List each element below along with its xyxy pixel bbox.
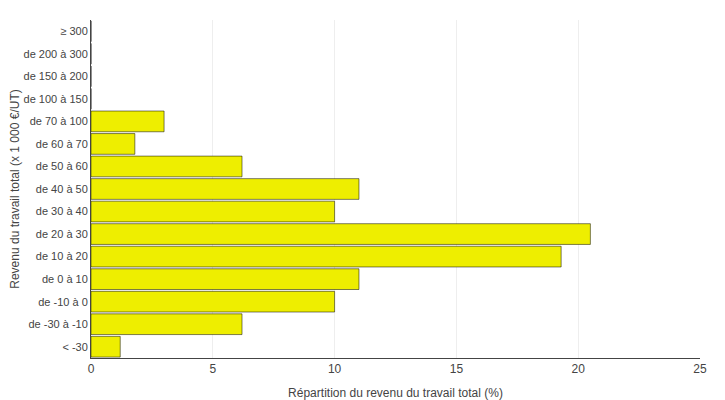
svg-text:de -30 à -10: de -30 à -10 <box>28 318 87 330</box>
svg-text:< -30: < -30 <box>62 341 87 353</box>
svg-text:de -10 à 0: de -10 à 0 <box>38 296 88 308</box>
svg-text:de 30 à 40: de 30 à 40 <box>36 205 88 217</box>
svg-text:de 60 à 70: de 60 à 70 <box>36 138 88 150</box>
svg-text:Revenu du travail total (x 1 0: Revenu du travail total (x 1 000 €/UT) <box>8 89 22 288</box>
svg-text:de 0 à 10: de 0 à 10 <box>42 273 88 285</box>
svg-text:5: 5 <box>209 362 216 376</box>
svg-text:15: 15 <box>450 362 464 376</box>
svg-text:de 200 à 300: de 200 à 300 <box>24 48 88 60</box>
svg-text:25: 25 <box>693 362 707 376</box>
svg-text:de 10 à 20: de 10 à 20 <box>36 250 88 262</box>
svg-text:de 70 à 100: de 70 à 100 <box>30 115 88 127</box>
svg-text:de 150 à 200: de 150 à 200 <box>24 70 88 82</box>
svg-text:≥ 300: ≥ 300 <box>60 25 87 37</box>
svg-text:Répartition du revenu du trava: Répartition du revenu du travail total (… <box>288 386 503 400</box>
svg-text:20: 20 <box>572 362 586 376</box>
svg-text:10: 10 <box>328 362 342 376</box>
svg-text:de 50 à 60: de 50 à 60 <box>36 160 88 172</box>
svg-text:de 20 à 30: de 20 à 30 <box>36 228 88 240</box>
svg-text:de 100 à 150: de 100 à 150 <box>24 93 88 105</box>
svg-text:de 40 à 50: de 40 à 50 <box>36 183 88 195</box>
svg-text:0: 0 <box>88 362 95 376</box>
